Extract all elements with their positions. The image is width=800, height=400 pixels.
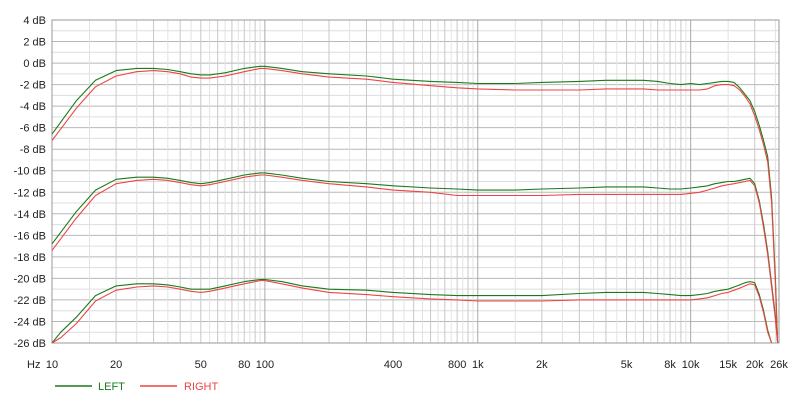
series-layer (51, 65, 779, 344)
y-tick-label: 0 dB (23, 58, 46, 70)
plot-area-frame (51, 19, 780, 344)
series-line-left-bottom (51, 278, 773, 344)
x-tick-label: 20k (746, 359, 764, 371)
y-tick-label: -18 dB (14, 252, 46, 264)
y-tick-label: -10 dB (14, 166, 46, 178)
x-tick-label: 10k (682, 359, 700, 371)
x-tick-label: 8k (664, 359, 676, 371)
y-tick-label: -4 dB (20, 101, 46, 113)
y-tick-label: -22 dB (14, 295, 46, 307)
series-line-right-bottom (51, 280, 773, 344)
series-line-left-top (51, 65, 779, 344)
x-tick-label: 5k (621, 359, 633, 371)
series-line-right-middle (51, 174, 779, 344)
x-tick-label: 20 (110, 359, 122, 371)
y-axis-tick-labels: 4 dB 2 dB 0 dB -2 dB -4 dB -6 dB -8 dB -10 dB -1… (14, 15, 46, 350)
y-tick-label: -16 dB (14, 230, 46, 242)
x-tick-label: 80 (238, 359, 250, 371)
x-tick-label: 2k (536, 359, 548, 371)
x-tick-label: 1k (472, 359, 484, 371)
x-tick-label: 50 (195, 359, 207, 371)
x-axis-unit-label: Hz (27, 359, 40, 371)
series-line-right-top (51, 67, 779, 344)
y-tick-label: -6 dB (20, 123, 46, 135)
x-tick-label: 400 (384, 359, 402, 371)
legend-label-left: LEFT (98, 381, 125, 393)
x-axis-tick-labels: Hz 10 20 50 80 100 400 800 1k 2k 5k 8k 10k 15k 20k 26k (27, 359, 788, 371)
y-tick-label: 4 dB (23, 15, 46, 27)
y-tick-label: -2 dB (20, 80, 46, 92)
series-line-left-middle (51, 172, 779, 344)
y-tick-label: -26 dB (14, 338, 46, 350)
y-tick-label: -20 dB (14, 273, 46, 285)
x-tick-label: 15k (719, 359, 737, 371)
legend: LEFT RIGHT (55, 381, 219, 393)
x-tick-label: 100 (256, 359, 274, 371)
legend-label-right: RIGHT (184, 381, 219, 393)
y-tick-label: -12 dB (14, 187, 46, 199)
y-tick-label: 2 dB (23, 37, 46, 49)
y-tick-label: -8 dB (20, 144, 46, 156)
x-tick-label: 800 (448, 359, 466, 371)
y-tick-label: -24 dB (14, 316, 46, 328)
x-tick-label: 26k (770, 359, 788, 371)
y-tick-label: -14 dB (14, 209, 46, 221)
x-tick-label: 10 (46, 359, 58, 371)
